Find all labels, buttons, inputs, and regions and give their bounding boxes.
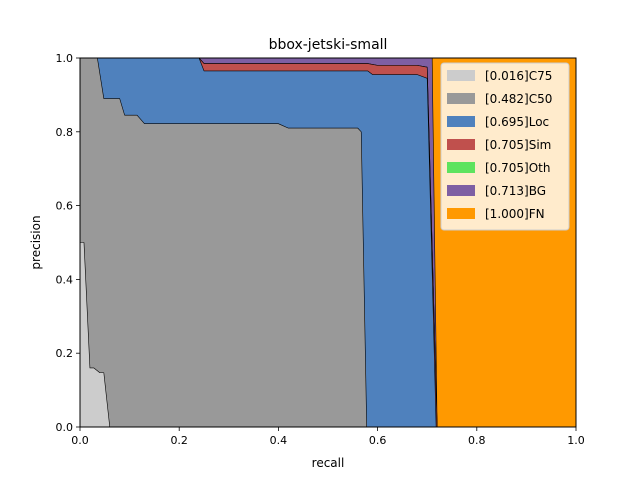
plot-frame: [79, 57, 577, 428]
plot-area: [79, 57, 577, 428]
chart-title: bbox-jetski-small: [269, 37, 388, 53]
legend-swatch: [447, 70, 475, 81]
x-tick-label: 0.4: [270, 434, 288, 447]
legend-label: [0.695]Loc: [485, 115, 549, 129]
x-tick-label: 0.6: [369, 434, 387, 447]
legend-label: [0.705]Oth: [485, 161, 550, 175]
y-axis-label: precision: [29, 215, 43, 269]
legend-swatch: [447, 93, 475, 104]
y-tick-label: 0.4: [56, 273, 74, 286]
legend-swatch: [447, 116, 475, 127]
x-tick-label: 1.0: [567, 434, 585, 447]
x-axis-label: recall: [312, 456, 345, 470]
legend-label: [0.713]BG: [485, 184, 546, 198]
legend-swatch: [447, 139, 475, 150]
x-tick-label: 0.0: [71, 434, 89, 447]
legend-label: [1.000]FN: [485, 207, 545, 221]
x-tick-label: 0.2: [170, 434, 188, 447]
legend-label: [0.482]C50: [485, 92, 552, 106]
legend-label: [0.705]Sim: [485, 138, 551, 152]
y-tick-label: 0.6: [56, 200, 74, 213]
x-axis: 0.0 0.2 0.4 0.6 0.8 1.0: [71, 427, 585, 447]
legend: [0.016]C75 [0.482]C50 [0.695]Loc [0.705]Sim…: [440, 62, 570, 231]
y-axis: 0.0 0.2 0.4 0.6 0.8 1.0: [56, 52, 80, 434]
legend-label: [0.016]C75: [485, 69, 552, 83]
y-tick-label: 0.0: [56, 421, 74, 434]
y-tick-label: 1.0: [56, 52, 74, 65]
x-tick-label: 0.8: [468, 434, 486, 447]
y-tick-label: 0.8: [56, 126, 74, 139]
y-tick-label: 0.2: [56, 347, 74, 360]
legend-swatch: [447, 208, 475, 219]
legend-swatch: [447, 185, 475, 196]
legend-swatch: [447, 162, 475, 173]
